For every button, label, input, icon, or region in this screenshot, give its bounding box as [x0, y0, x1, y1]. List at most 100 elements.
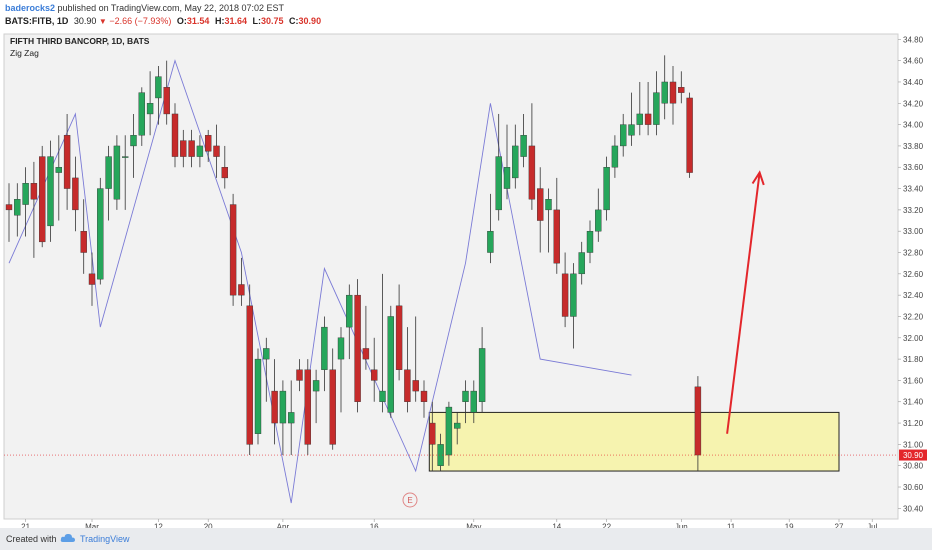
- candle-body: [63, 135, 71, 189]
- candle: [603, 156, 610, 221]
- candle-body: [678, 87, 685, 93]
- candle: [163, 60, 170, 125]
- chart-area[interactable]: 34.80 34.60 34.40 34.20 34.00 33.80 33.60 33.40…: [0, 30, 932, 528]
- candle: [329, 348, 336, 450]
- candle: [130, 113, 137, 178]
- footer-brand-link[interactable]: TradingView: [80, 534, 130, 544]
- candle: [171, 103, 179, 168]
- candle-body: [561, 273, 569, 317]
- candle: [669, 65, 677, 125]
- trend-arrow-head[interactable]: [751, 170, 765, 186]
- candle-body: [404, 369, 411, 402]
- y-tick-label: 31.60: [903, 376, 924, 385]
- candle-body: [47, 156, 54, 227]
- candle-body: [595, 209, 602, 232]
- candle-body: [379, 390, 386, 402]
- candle: [22, 167, 29, 237]
- candle: [686, 92, 693, 178]
- candle-body: [271, 390, 278, 424]
- candle-body: [238, 284, 245, 296]
- candle: [196, 135, 204, 168]
- candle: [138, 87, 146, 146]
- y-tick-label: 32.40: [903, 291, 924, 300]
- candle-body: [22, 183, 29, 205]
- candle: [661, 55, 668, 120]
- open-value: 31.54: [186, 16, 210, 26]
- candle-body: [288, 412, 295, 424]
- down-arrow-icon: ▼: [98, 17, 107, 26]
- candle-body: [138, 92, 146, 136]
- y-tick-label: 31.00: [903, 440, 924, 449]
- high-value: 31.64: [224, 16, 247, 26]
- candle: [121, 135, 129, 210]
- candle: [595, 188, 602, 242]
- candle-body: [30, 183, 38, 200]
- candle: [487, 193, 494, 264]
- earnings-event-marker[interactable]: E: [402, 492, 418, 508]
- candle: [429, 401, 436, 472]
- last-price: 30.90: [73, 16, 97, 26]
- candle-body: [628, 124, 635, 136]
- candle: [611, 135, 619, 178]
- y-tick-label: 34.60: [903, 57, 924, 66]
- candle-body: [570, 273, 577, 317]
- candle: [288, 380, 295, 456]
- candle: [561, 252, 569, 328]
- close-value: 30.90: [298, 16, 322, 26]
- candle: [55, 135, 62, 221]
- x-tick-label: 21: [21, 523, 30, 529]
- candle-body: [121, 156, 129, 158]
- candle: [462, 380, 469, 424]
- candle-body: [5, 204, 13, 211]
- candle-body: [445, 406, 453, 456]
- candle: [420, 380, 428, 418]
- trend-arrow-line[interactable]: [726, 172, 761, 434]
- x-tick-label: Jun: [675, 523, 688, 529]
- candle-body: [246, 305, 253, 445]
- candle: [644, 81, 652, 136]
- candle: [47, 140, 54, 242]
- x-tick-label: May: [466, 523, 481, 529]
- support-zone-rect[interactable]: [428, 411, 840, 472]
- symbol-line: BATS:FITB, 1D 30.90 ▼ −2.66 (−7.93%) O:3…: [5, 16, 321, 26]
- price-chart[interactable]: 34.80 34.60 34.40 34.20 34.00 33.80 33.60 33.40…: [0, 30, 932, 528]
- open-label: O:: [176, 16, 187, 26]
- y-tick-label: 32.80: [903, 249, 924, 258]
- candle: [221, 145, 229, 189]
- candle: [437, 433, 444, 472]
- high-label: H:: [214, 16, 225, 26]
- candle-body: [296, 369, 303, 381]
- y-tick-label: 30.80: [903, 462, 924, 471]
- author-link[interactable]: baderocks2: [5, 3, 56, 13]
- y-tick-label: 33.20: [903, 206, 924, 215]
- x-tick-label: 12: [154, 523, 163, 529]
- candle-body: [229, 204, 237, 296]
- chart-legend-title: FIFTH THIRD BANCORP, 1D, BATS: [10, 36, 150, 46]
- chart-header: baderocks2 published on TradingView.com,…: [0, 0, 932, 30]
- candle: [296, 359, 303, 392]
- candle: [204, 129, 212, 162]
- candle-body: [412, 380, 419, 392]
- candle: [395, 284, 403, 381]
- last-price-tag-text: 30.90: [903, 451, 924, 460]
- published-text: published on TradingView.com, May 22, 20…: [57, 3, 285, 13]
- candle-body: [312, 380, 320, 392]
- candle: [586, 220, 594, 264]
- x-tick-label: 16: [370, 523, 379, 529]
- candle-body: [55, 167, 62, 173]
- candle: [39, 145, 46, 248]
- candle-body: [512, 145, 519, 179]
- candle-body: [213, 145, 220, 157]
- change-value: −2.66 (−7.93%): [109, 16, 172, 26]
- candle: [304, 359, 311, 456]
- footer-created-text: Created with: [6, 534, 57, 544]
- candle-body: [146, 103, 154, 115]
- tradingview-cloud-icon: [60, 533, 75, 542]
- candle: [14, 183, 21, 237]
- candle-body: [395, 305, 403, 370]
- candle: [229, 193, 237, 306]
- candle-body: [171, 113, 179, 157]
- candle-body: [686, 97, 693, 173]
- candle-body: [196, 145, 204, 157]
- candle-body: [420, 390, 428, 402]
